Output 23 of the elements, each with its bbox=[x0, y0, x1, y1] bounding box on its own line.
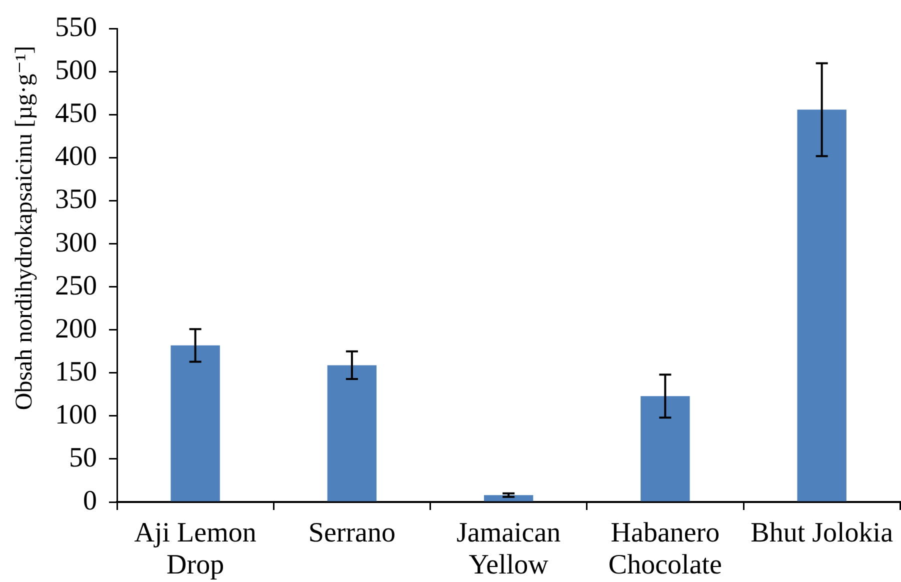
bar bbox=[797, 110, 846, 502]
bar bbox=[170, 345, 220, 502]
y-tick-label: 150 bbox=[55, 356, 97, 388]
y-tick-label: 250 bbox=[55, 270, 97, 302]
x-tick-label: Aji Lemon Drop bbox=[134, 517, 256, 581]
bar bbox=[327, 365, 377, 502]
y-tick-label: 350 bbox=[55, 184, 97, 216]
y-tick-label: 500 bbox=[55, 55, 97, 86]
bar bbox=[640, 396, 690, 502]
x-tick-label: Jamaican Yellow bbox=[456, 517, 561, 581]
x-tick-label: Serrano bbox=[308, 517, 396, 548]
y-tick-label: 300 bbox=[55, 227, 97, 258]
x-tick-label: Bhut Jolokia bbox=[750, 517, 894, 548]
y-axis-title: Obsah nordihydrokapsaicinu [µg·g⁻¹] bbox=[11, 46, 38, 410]
y-tick-label: 0 bbox=[83, 485, 97, 516]
y-tick-label: 200 bbox=[55, 313, 97, 344]
y-tick-label: 50 bbox=[69, 442, 97, 474]
x-tick-label: Habanero Chocolate bbox=[608, 517, 722, 581]
y-tick-label: 400 bbox=[55, 141, 97, 172]
y-tick-label: 450 bbox=[55, 98, 97, 130]
bar bbox=[484, 495, 534, 502]
y-tick-label: 550 bbox=[55, 12, 97, 44]
y-tick-label: 100 bbox=[55, 399, 97, 430]
